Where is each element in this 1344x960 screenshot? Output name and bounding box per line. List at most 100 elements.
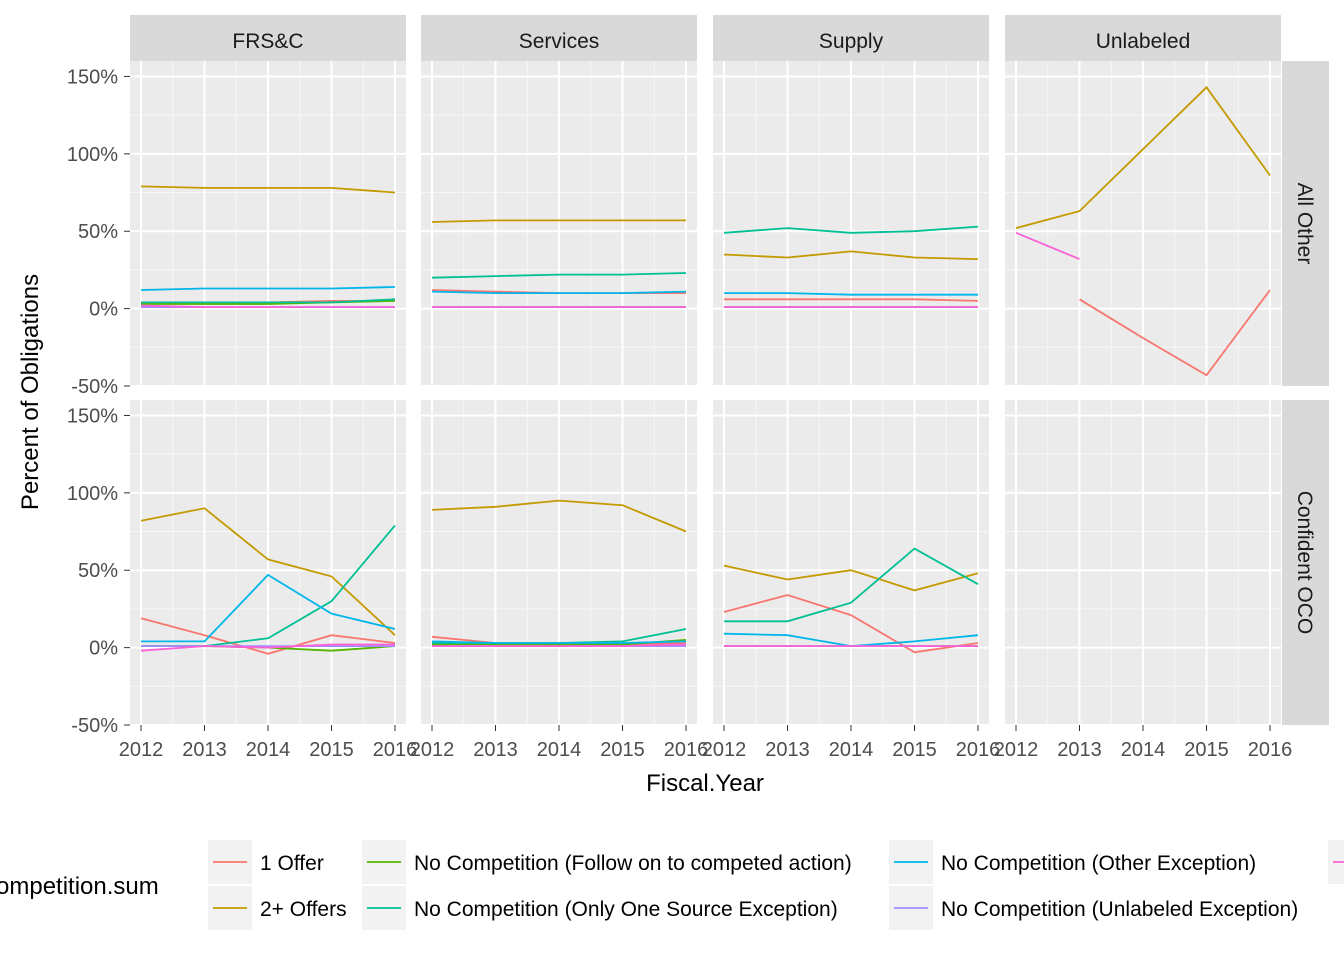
series-line: [431, 290, 687, 295]
x-tick-label: 2014: [537, 739, 582, 761]
series-line: [431, 640, 687, 644]
facet-strip-label: All Other: [1293, 183, 1316, 265]
legend-label: No Competition (Unlabeled Exception): [941, 898, 1298, 921]
series-line: [723, 594, 979, 654]
series-line: [723, 564, 979, 592]
legend-label: 1 Offer: [260, 852, 324, 875]
facet-strip-label: Services: [519, 30, 600, 53]
x-tick-label: 2014: [246, 739, 291, 761]
y-tick-label: 50%: [78, 560, 118, 582]
legend-label: No Competition (Follow on to competed ac…: [414, 852, 852, 875]
y-tick-label: 0%: [89, 638, 118, 660]
y-axis: -50% 0% 50% 100% 150% -50% 0% 50% 100% 150%: [67, 66, 130, 737]
panel-1-0: [421, 61, 697, 387]
series-line: [431, 499, 687, 533]
x-tick-label: 2015: [309, 739, 354, 761]
series-line: [140, 286, 396, 291]
series-line: [723, 250, 979, 260]
x-tick-label: 2016: [1248, 739, 1293, 761]
series-group-1-0: [431, 219, 687, 309]
series-line: [1015, 85, 1271, 229]
series-group-2-1: [723, 547, 979, 654]
series-line: [140, 185, 396, 194]
facet-strip: [1282, 400, 1329, 725]
x-tick-label: 2015: [892, 739, 937, 761]
legend: ompetition.sum 1 Offer 2+ Offers No Compet…: [0, 840, 1344, 930]
series-line: [724, 298, 979, 302]
facet-strip-label: Confident OCO: [1293, 491, 1316, 635]
chart-panels: [130, 61, 1281, 726]
legend-item: No Competition (Other Exception): [889, 840, 1256, 884]
y-tick-label: 150%: [67, 405, 118, 427]
legend-title: ompetition.sum: [0, 873, 159, 900]
x-tick-label: 2016: [373, 739, 418, 761]
panel-1-1: [421, 400, 697, 726]
x-tick-label: 2013: [1057, 739, 1102, 761]
series-line: [140, 617, 396, 655]
y-tick-label: -50%: [71, 376, 118, 398]
y-tick-label: 50%: [78, 221, 118, 243]
x-tick-label: 2015: [600, 739, 645, 761]
y-tick-label: 150%: [67, 66, 118, 88]
x-tick-label: 2012: [410, 739, 455, 761]
panel-2-1: [713, 400, 989, 726]
series-line: [140, 304, 395, 309]
x-tick-label: 2012: [994, 739, 1039, 761]
legend-item: No Competition (Only One Source Exceptio…: [362, 886, 838, 930]
panel-0-0: [130, 61, 406, 387]
legend-item: [1328, 840, 1344, 884]
facet-strip: [1282, 61, 1329, 386]
x-axis-label: Fiscal.Year: [646, 770, 764, 797]
facet-strip: [1005, 15, 1281, 61]
facet-strip-label: Supply: [819, 30, 884, 53]
legend-label: No Competition (Only One Source Exceptio…: [414, 898, 838, 921]
series-line: [140, 507, 396, 636]
legend-item: 2+ Offers: [208, 886, 347, 930]
panel-0-1: [130, 400, 406, 726]
series-line: [141, 573, 396, 643]
panel-3-0: [1005, 61, 1281, 387]
x-tick-label: 2016: [664, 739, 709, 761]
series-group-0-1: [140, 507, 396, 655]
legend-item: No Competition (Unlabeled Exception): [889, 886, 1298, 930]
y-tick-label: 100%: [67, 144, 118, 166]
facet-strip: [421, 15, 697, 61]
x-tick-label: 2013: [765, 739, 810, 761]
x-tick-label: 2016: [956, 739, 1001, 761]
series-group-0-0: [140, 185, 396, 309]
series-line: [1079, 289, 1271, 377]
series-line: [724, 292, 978, 296]
facet-strip-label: FRS&C: [232, 30, 303, 53]
legend-item: 1 Offer: [208, 840, 324, 884]
series-group-2-0: [723, 225, 979, 309]
series-line: [431, 219, 686, 223]
series-line: [1015, 231, 1080, 260]
facet-strip: [130, 15, 406, 61]
legend-label: 2+ Offers: [260, 898, 347, 921]
series-line: [724, 547, 979, 623]
series-group-1-1: [431, 499, 687, 647]
facet-strip-label: Unlabeled: [1096, 30, 1191, 53]
legend-item: No Competition (Follow on to competed ac…: [362, 840, 852, 884]
panel-2-0: [713, 61, 989, 387]
panel-3-1: [1005, 400, 1281, 726]
legend-label: No Competition (Other Exception): [941, 852, 1256, 875]
series-line: [141, 298, 396, 304]
x-tick-label: 2012: [702, 739, 747, 761]
x-tick-label: 2013: [182, 739, 227, 761]
facet-strips: FRS&C Services Supply Unlabeled All Other Con…: [130, 15, 1329, 725]
y-tick-label: 0%: [89, 299, 118, 321]
y-tick-label: 100%: [67, 483, 118, 505]
series-line: [432, 643, 687, 647]
facet-strip: [713, 15, 989, 61]
x-tick-label: 2014: [1121, 739, 1166, 761]
series-line: [431, 272, 687, 279]
series-line: [140, 643, 395, 652]
x-tick-label: 2015: [1184, 739, 1229, 761]
series-group-3-0: [1015, 85, 1271, 377]
y-tick-label: -50%: [71, 715, 118, 737]
x-tick-label: 2012: [119, 739, 164, 761]
x-tick-label: 2013: [473, 739, 518, 761]
